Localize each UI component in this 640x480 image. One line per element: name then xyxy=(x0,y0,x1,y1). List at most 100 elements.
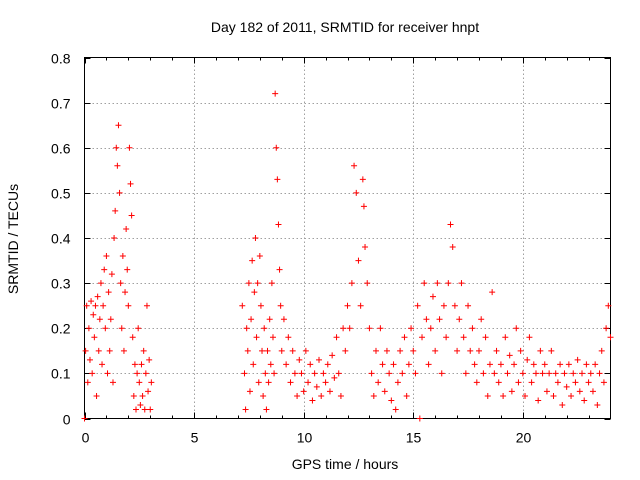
data-point xyxy=(405,361,412,368)
data-point xyxy=(421,280,428,287)
data-point xyxy=(101,266,108,273)
data-point xyxy=(337,392,344,399)
x-tick-label: 10 xyxy=(297,430,313,446)
data-point xyxy=(462,370,469,377)
y-tick-label: 0.8 xyxy=(51,51,71,67)
data-point xyxy=(603,325,610,332)
data-point xyxy=(346,325,353,332)
y-tick-label: 0.3 xyxy=(51,276,71,292)
y-axis-label: SRMTID / TECUs xyxy=(5,184,21,294)
data-point xyxy=(366,325,373,332)
data-point xyxy=(285,334,292,341)
data-point xyxy=(427,325,434,332)
data-point xyxy=(469,325,476,332)
data-point xyxy=(289,347,296,354)
data-point xyxy=(607,334,614,341)
data-point xyxy=(506,352,513,359)
data-point xyxy=(517,347,524,354)
data-point xyxy=(287,379,294,386)
data-point xyxy=(335,370,342,377)
data-point xyxy=(119,253,126,260)
data-point xyxy=(557,361,564,368)
data-point xyxy=(539,370,546,377)
data-point xyxy=(106,347,113,354)
data-point xyxy=(410,347,417,354)
data-point xyxy=(460,334,467,341)
data-point xyxy=(397,347,404,354)
data-point xyxy=(447,221,454,228)
data-point xyxy=(141,406,148,413)
data-point xyxy=(82,347,89,354)
data-point xyxy=(408,325,415,332)
data-point xyxy=(519,370,526,377)
data-point xyxy=(436,316,443,323)
data-point xyxy=(93,392,100,399)
data-point xyxy=(89,370,96,377)
data-point xyxy=(133,406,140,413)
data-point xyxy=(261,325,268,332)
data-point xyxy=(432,347,439,354)
data-point xyxy=(123,225,130,232)
data-point xyxy=(265,379,272,386)
data-point xyxy=(269,334,276,341)
data-point xyxy=(416,415,423,422)
data-point xyxy=(473,379,480,386)
data-point xyxy=(249,257,256,264)
data-point xyxy=(88,298,95,305)
data-point xyxy=(592,361,599,368)
data-point xyxy=(252,235,259,241)
data-point xyxy=(370,392,377,399)
data-point xyxy=(386,370,393,377)
data-point xyxy=(104,370,111,377)
data-point xyxy=(550,392,557,399)
data-point xyxy=(81,415,88,422)
data-point xyxy=(86,356,93,363)
data-point xyxy=(484,392,491,399)
data-point xyxy=(135,325,142,332)
data-point xyxy=(255,379,262,386)
data-point xyxy=(576,388,583,395)
data-point xyxy=(596,370,603,377)
data-point xyxy=(84,379,91,386)
data-point xyxy=(124,266,131,273)
data-point xyxy=(113,144,120,151)
data-point xyxy=(112,207,119,214)
data-point xyxy=(264,347,271,354)
data-point xyxy=(438,370,445,377)
data-point xyxy=(283,361,290,368)
data-point xyxy=(246,388,253,395)
data-point xyxy=(355,257,362,264)
data-point xyxy=(587,370,594,377)
data-point xyxy=(497,361,504,368)
data-point xyxy=(307,361,314,368)
data-point xyxy=(449,244,456,251)
data-point xyxy=(263,406,270,413)
data-point xyxy=(245,280,252,287)
data-point xyxy=(445,280,452,287)
data-point xyxy=(250,361,257,368)
data-point xyxy=(248,316,255,323)
data-point xyxy=(489,289,496,296)
data-point xyxy=(552,370,559,377)
data-point xyxy=(105,289,112,296)
data-point xyxy=(97,280,104,287)
data-point xyxy=(145,388,152,395)
data-point xyxy=(139,392,146,399)
data-point xyxy=(99,361,106,368)
data-point xyxy=(362,244,369,251)
data-point xyxy=(272,90,279,97)
data-point xyxy=(412,370,419,377)
data-point xyxy=(458,280,465,287)
data-point xyxy=(414,302,421,309)
data-point xyxy=(572,379,579,386)
y-tick-label: 0.7 xyxy=(51,96,71,112)
y-tick-label: 0.6 xyxy=(51,141,71,157)
data-point xyxy=(257,302,264,309)
data-point xyxy=(251,289,258,296)
data-point xyxy=(561,370,568,377)
data-point xyxy=(600,379,607,386)
data-point xyxy=(543,388,550,395)
data-point xyxy=(480,370,487,377)
data-point xyxy=(451,302,458,309)
data-point xyxy=(130,392,137,399)
